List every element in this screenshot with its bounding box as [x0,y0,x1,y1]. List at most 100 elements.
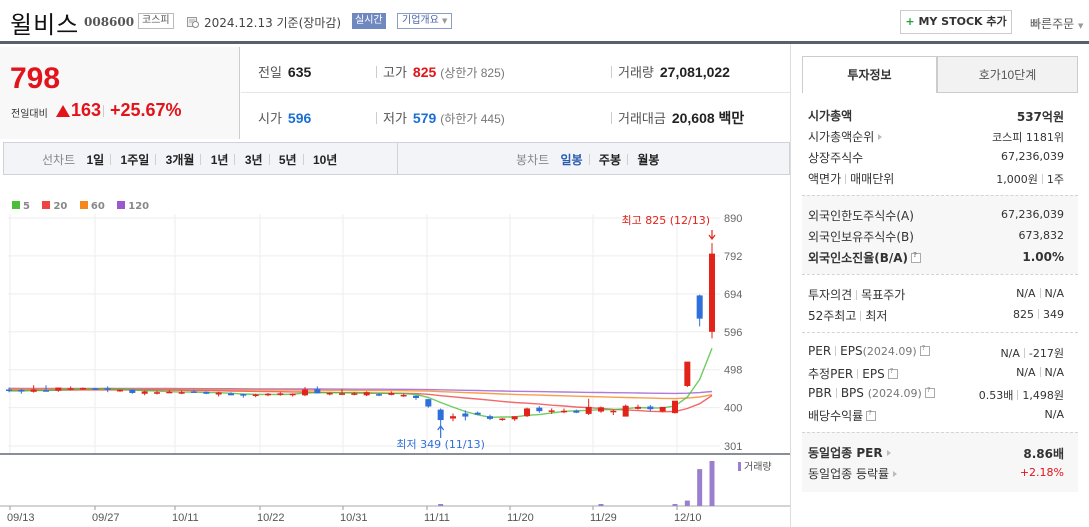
legend-ma20: 20 [42,201,67,212]
svg-text:09/13: 09/13 [7,512,35,524]
market-cap-row: 시가총액 537억원 [808,109,1064,124]
listed-shares-row: 상장주식수 67,236,039 [808,150,1064,165]
trade-amount: 거래대금 20,608 백만 [611,108,744,128]
chart-canvas: 890 792 694 596 498 400 301 09/13 09/27 10/11 10/2… [0,213,790,524]
period-1d[interactable]: 1일 [86,153,105,167]
my-stock-label: MY STOCK 추가 [918,15,1007,28]
prev-close: 전일 635 [258,64,312,80]
sector-change-row[interactable]: 동일업종 등락률 +2.18% [808,466,1064,481]
company-overview-label: 기업개요 [402,15,439,26]
quick-order-label: 빠른주문 [1030,17,1075,31]
help-icon[interactable] [911,251,922,263]
market-cap-section: 시가총액 537억원 시가총액순위 코스피 1181위 상장주식수 67,236,03… [802,93,1078,195]
high-price: 고가 825 (상한가 825) [376,62,505,81]
sector-section: 동일업종 PER 8.86배 동일업종 등락률 +2.18% [802,432,1078,492]
plus-icon: + [905,15,915,28]
candlestick-chart[interactable]: 5 20 60 120 890 792 694 596 498 400 301 09/13 09… [0,176,790,527]
svg-text:596: 596 [724,327,742,339]
candle-chart-periods: 봉차트 일봉 주봉 월봉 [516,151,659,168]
help-icon[interactable] [919,344,930,356]
candle-daily-tab[interactable]: 일봉 [560,153,583,167]
divider [397,143,398,174]
arrow-right-icon [886,450,891,456]
foreign-ratio-row: 외국인소진율(B/A)1.00% [802,247,1078,268]
tab-order-book[interactable]: 호가10단계 [937,56,1078,93]
quote-row: 전일 635 고가 825 (상한가 825) 거래량 27,081,022 [241,47,790,93]
ma-legend: 5 20 60 120 [12,201,158,212]
info-tabs: 투자정보 호가10단계 [802,56,1079,93]
divider [103,105,104,117]
help-icon[interactable] [866,409,877,421]
foreign-hold-row: 외국인보유주식수(B) 673,832 [808,229,1064,244]
chevron-down-icon: ▼ [1078,22,1084,30]
legend-ma120: 120 [117,201,149,212]
help-icon[interactable] [924,386,935,398]
legend-ma60: 60 [79,201,105,212]
svg-text:10/22: 10/22 [257,512,285,524]
period-1w[interactable]: 1주일 [120,153,150,167]
realtime-button[interactable]: 실시간 [352,13,386,29]
price-change: 163 [71,100,102,120]
sector-per-row[interactable]: 동일업종 PER 8.86배 [808,446,1064,461]
up-triangle-icon [56,105,70,117]
svg-text:890: 890 [724,213,742,225]
period-5y[interactable]: 5년 [278,153,297,167]
divider [790,44,791,527]
dividend-row: 배당수익률N/A [802,405,1078,426]
chevron-down-icon: ▼ [442,17,448,25]
candle-chart-label: 봉차트 [516,153,550,167]
company-overview-dropdown[interactable]: 기업개요 ▼ [397,13,453,29]
low-price: 저가 579 (하한가 445) [376,108,505,127]
period-1y[interactable]: 1년 [210,153,229,167]
par-value-row: 액면가 매매단위 1,000원 1주 [808,172,1064,186]
arrow-right-icon [893,471,898,477]
as-of-date: 2024.12.13 기준(장마감) [204,16,342,30]
svg-text:11/20: 11/20 [507,512,534,524]
period-3y[interactable]: 3년 [244,153,263,167]
add-my-stock-button[interactable]: + MY STOCK 추가 [900,10,1012,34]
legend-ma5: 5 [12,201,30,212]
period-10y[interactable]: 10년 [312,153,338,167]
svg-text:거래량: 거래량 [744,461,772,473]
chart-toolbar: 선차트 1일 1주일 3개월 1년 3년 5년 10년 봉차트 일봉 주봉 월봉 [3,142,790,175]
period-3m[interactable]: 3개월 [165,153,195,167]
stock-code: 008600 [84,15,135,29]
investment-info-panel: 투자정보 호가10단계 시가총액 537억원 시가총액순위 코스피 1181위 상장… [802,56,1079,492]
svg-text:694: 694 [724,289,742,301]
volume: 거래량 27,081,022 [611,62,730,81]
market-badge: 코스피 [138,13,174,29]
tab-investment-info[interactable]: 투자정보 [802,56,937,93]
week52-row: 52주최고 최저 825 349 [808,308,1064,323]
quote-row: 시가 596 저가 579 (하한가 445) 거래대금 20,608 백만 [241,93,790,139]
svg-text:12/10: 12/10 [674,512,702,524]
line-chart-periods: 선차트 1일 1주일 3개월 1년 3년 5년 10년 [42,151,337,168]
arrow-right-icon [878,134,883,140]
open-price: 시가 596 [258,110,312,126]
opinion-section: 투자의견 목표주가 N/A N/A 52주최고 최저 825 349 [802,274,1078,332]
foreign-limit-row: 외국인한도주식수(A) 67,236,039 [808,208,1064,223]
candle-monthly-tab[interactable]: 월봉 [637,153,660,167]
svg-text:최고 825 (12/13): 최고 825 (12/13) [621,214,710,227]
quick-order-dropdown[interactable]: 빠른주문 ▼ [1030,15,1083,32]
foreign-section: 외국인한도주식수(A) 67,236,039 외국인보유주식수(B) 673,832… [802,195,1078,274]
opinion-row: 투자의견 목표주가 N/A N/A [808,287,1064,302]
est-per-row: 추정PEREPSN/AN/A [802,363,1078,384]
svg-text:400: 400 [724,403,742,415]
price-change-rate: +25.67% [110,100,182,120]
svg-text:792: 792 [724,251,742,263]
market-cap-rank-row[interactable]: 시가총액순위 코스피 1181위 [808,130,1064,144]
svg-text:301: 301 [724,441,742,453]
candle-weekly-tab[interactable]: 주봉 [598,153,621,167]
quote-table: 전일 635 고가 825 (상한가 825) 거래량 27,081,022 시가 596… [241,47,790,139]
svg-text:09/27: 09/27 [92,512,120,524]
stock-name: 윌비스 [10,11,80,39]
svg-text:최저 349 (11/13): 최저 349 (11/13) [396,438,485,451]
svg-text:10/11: 10/11 [172,512,199,524]
help-icon[interactable] [887,367,898,379]
price-summary: 798 전일대비 163 +25.67% [0,47,240,139]
svg-text:11/29: 11/29 [590,512,617,524]
line-chart-label: 선차트 [42,153,76,167]
